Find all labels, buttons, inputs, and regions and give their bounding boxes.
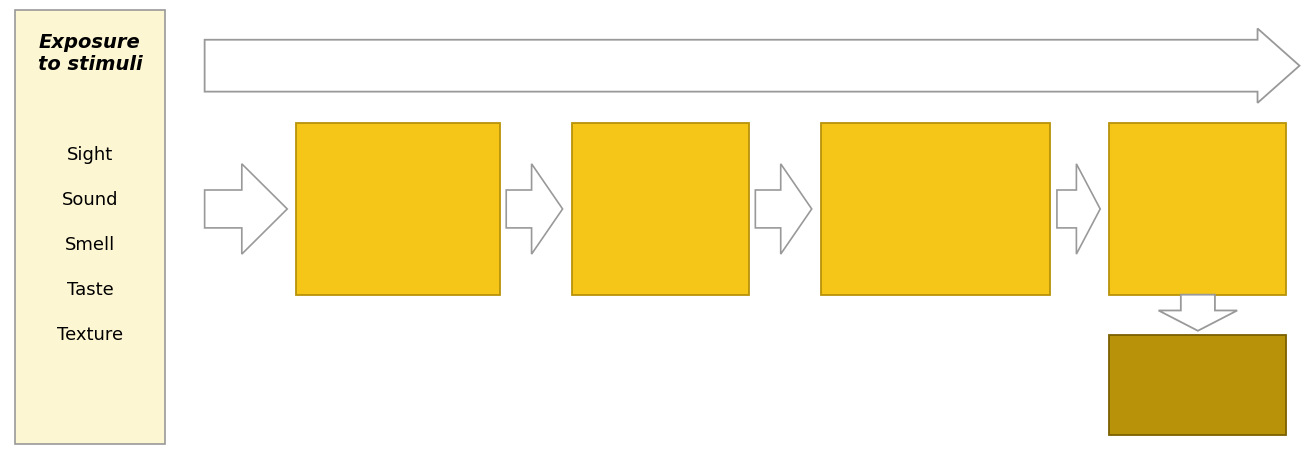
Polygon shape xyxy=(205,29,1300,103)
FancyBboxPatch shape xyxy=(1109,123,1286,295)
FancyBboxPatch shape xyxy=(14,10,166,444)
Text: Perception: Perception xyxy=(1143,375,1254,395)
Text: Sensory
receptors: Sensory receptors xyxy=(355,190,440,228)
Polygon shape xyxy=(1056,164,1100,254)
Text: Taste: Taste xyxy=(67,281,113,299)
FancyBboxPatch shape xyxy=(821,123,1050,295)
FancyBboxPatch shape xyxy=(297,123,499,295)
Text: Smell: Smell xyxy=(64,236,116,254)
Text: Interpretation: Interpretation xyxy=(874,200,997,218)
Polygon shape xyxy=(756,164,812,254)
Text: Sound: Sound xyxy=(62,191,118,209)
FancyBboxPatch shape xyxy=(572,123,749,295)
Polygon shape xyxy=(205,164,288,254)
Polygon shape xyxy=(506,164,562,254)
Text: Texture: Texture xyxy=(57,326,124,344)
Text: Sight: Sight xyxy=(67,146,113,164)
Polygon shape xyxy=(1159,295,1238,331)
Text: Response: Response xyxy=(1155,200,1242,218)
Text: Exposure
to stimuli: Exposure to stimuli xyxy=(38,33,142,74)
FancyBboxPatch shape xyxy=(1109,336,1286,434)
Text: Attention: Attention xyxy=(619,200,702,218)
